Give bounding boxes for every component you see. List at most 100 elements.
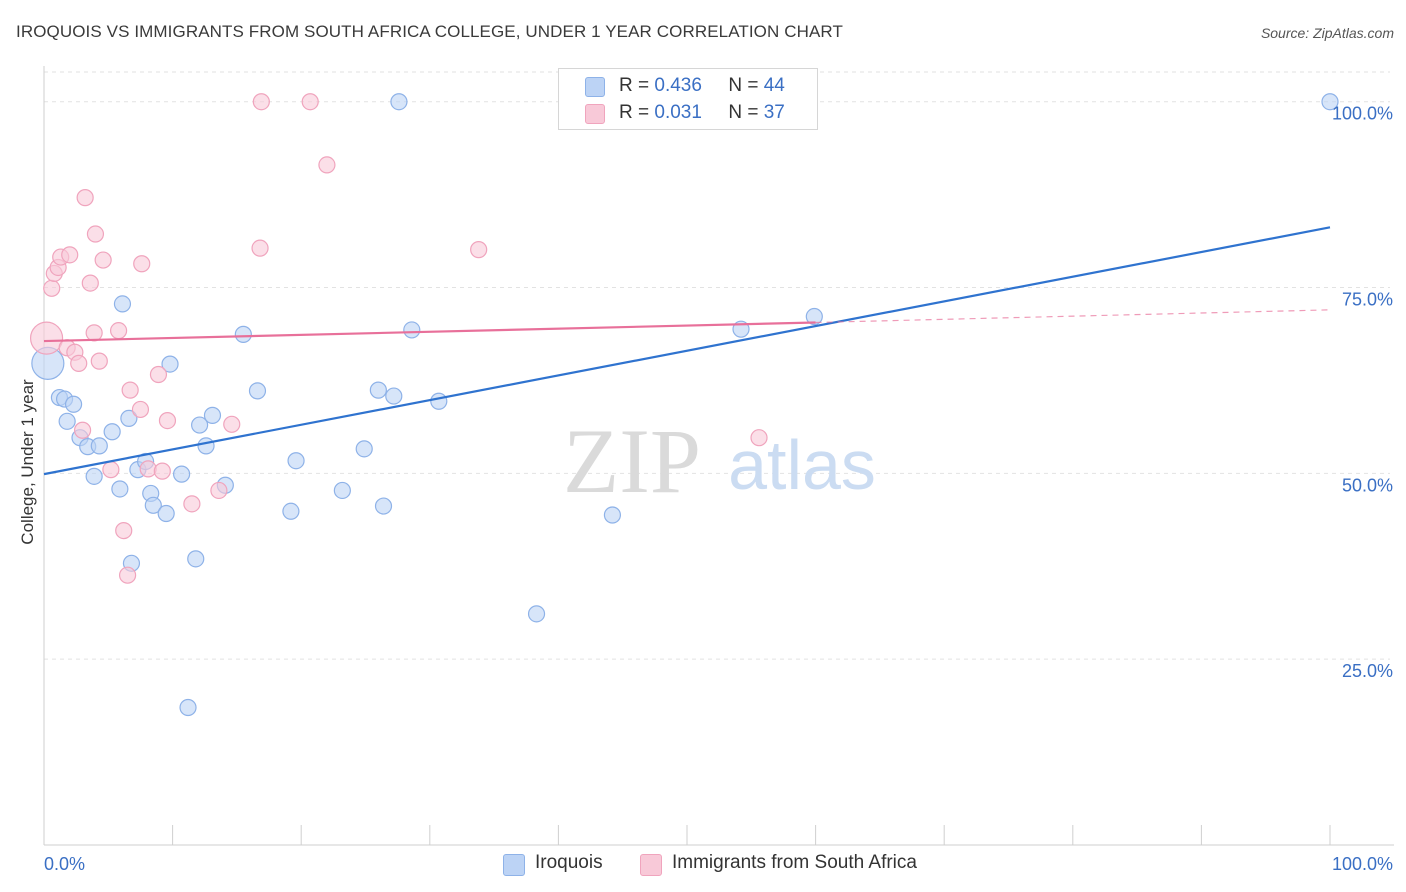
source-label: Source: ZipAtlas.com	[1260, 25, 1394, 41]
south-africa-point	[252, 93, 270, 111]
south-africa-point	[76, 189, 94, 207]
legend-r-value: 0.436	[654, 75, 702, 96]
iroquois-point	[234, 325, 252, 343]
iroquois-point	[430, 392, 448, 410]
axes	[43, 66, 1394, 846]
south-africa-point	[149, 365, 168, 384]
y-tick-label: 50.0%	[1342, 475, 1393, 495]
chart-title: IROQUOIS VS IMMIGRANTS FROM SOUTH AFRICA…	[16, 22, 843, 41]
south-africa-point	[70, 354, 88, 372]
south-africa-point	[61, 246, 79, 264]
south-africa-point	[210, 481, 228, 500]
south-africa-point	[109, 322, 128, 340]
south-africa-point	[470, 241, 488, 259]
bottom-legend-swatch-pink	[640, 854, 662, 876]
south-africa-point	[81, 274, 99, 292]
south-africa-point	[133, 255, 151, 273]
iroquois-point	[282, 502, 300, 520]
south-africa-point	[102, 461, 120, 479]
iroquois-point	[248, 382, 267, 400]
legend-n-value: 44	[763, 75, 785, 96]
south-africa-point	[158, 411, 177, 430]
iroquois-point	[120, 409, 138, 427]
iroquois-point	[805, 307, 823, 326]
iroquois-point	[113, 295, 132, 313]
iroquois-point	[187, 550, 205, 568]
south-africa-trend-extension	[815, 309, 1331, 324]
iroquois-point	[355, 440, 373, 458]
south-africa-point	[131, 400, 150, 419]
iroquois-point	[390, 93, 408, 111]
x-tick-label: 100.0%	[1332, 854, 1393, 874]
iroquois-point	[90, 437, 108, 455]
iroquois-point	[58, 412, 76, 430]
iroquois-point	[374, 497, 393, 515]
iroquois-point	[85, 467, 103, 485]
south-africa-point	[43, 279, 61, 297]
south-africa-trend-line	[43, 321, 816, 343]
iroquois-point	[173, 465, 191, 483]
south-africa-point	[86, 225, 105, 243]
y-tick-label: 100.0%	[1332, 104, 1393, 124]
iroquois-point	[527, 605, 546, 623]
bottom-legend-label: Iroquois	[535, 852, 603, 873]
iroquois-point	[369, 381, 387, 399]
iroquois-point	[403, 321, 421, 339]
legend-n-value: 37	[763, 102, 785, 123]
south-africa-point	[29, 321, 64, 355]
legend-n-label: N =	[728, 75, 759, 96]
legend-n-label: N =	[728, 102, 759, 123]
iroquois-point	[197, 437, 215, 455]
iroquois-point	[603, 506, 622, 524]
south-africa-point	[85, 324, 103, 342]
iroquois-point	[333, 481, 351, 500]
x-tick-label: 0.0%	[44, 854, 85, 874]
watermark-zip: ZIP	[563, 410, 701, 512]
iroquois-point	[157, 504, 175, 523]
correlation-legend: R = 0.436 N = 44 R = 0.031 N = 37	[558, 68, 818, 130]
legend-r-value: 0.031	[654, 102, 702, 123]
iroquois-point	[64, 395, 83, 413]
south-africa-point	[94, 251, 112, 269]
south-africa-point	[90, 352, 108, 370]
south-africa-point	[750, 429, 768, 447]
y-tick-label: 75.0%	[1342, 290, 1393, 310]
south-africa-point	[318, 156, 336, 174]
bottom-legend-label: Immigrants from South Africa	[672, 852, 917, 873]
legend-swatch-pink	[585, 104, 605, 124]
y-axis-label: College, Under 1 year	[18, 379, 37, 545]
iroquois-point	[179, 698, 197, 717]
iroquois-point	[287, 452, 305, 470]
iroquois-point	[1321, 93, 1339, 111]
trend-lines	[43, 226, 1331, 476]
iroquois-point	[191, 416, 209, 434]
iroquois-point	[111, 480, 129, 498]
legend-swatch-blue	[585, 77, 605, 97]
data-points	[29, 93, 1339, 717]
south-africa-point	[223, 415, 241, 433]
tick-labels: 25.0% 50.0% 75.0% 100.0% 0.0% 100.0%	[44, 104, 1393, 874]
iroquois-point	[385, 387, 403, 405]
south-africa-point	[251, 239, 269, 257]
bottom-legend-swatch-blue	[503, 854, 525, 876]
iroquois-trend-line	[43, 226, 1331, 476]
iroquois-point	[103, 423, 121, 441]
south-africa-point	[183, 495, 201, 513]
iroquois-point	[144, 496, 162, 514]
iroquois-point	[203, 406, 222, 424]
south-africa-point	[115, 521, 133, 540]
watermark-atlas: atlas	[728, 426, 876, 504]
south-africa-point	[73, 421, 92, 439]
south-africa-point	[301, 93, 319, 111]
watermark: ZIP atlas	[563, 410, 876, 512]
legend-r-label: R =	[619, 75, 650, 96]
iroquois-point	[161, 355, 179, 373]
south-africa-point	[153, 462, 171, 480]
y-tick-label: 25.0%	[1342, 661, 1393, 681]
legend-r-label: R =	[619, 102, 650, 123]
south-africa-point	[139, 460, 157, 478]
south-africa-point	[118, 566, 137, 584]
grid-lines	[44, 71, 1390, 660]
south-africa-point	[121, 381, 139, 399]
